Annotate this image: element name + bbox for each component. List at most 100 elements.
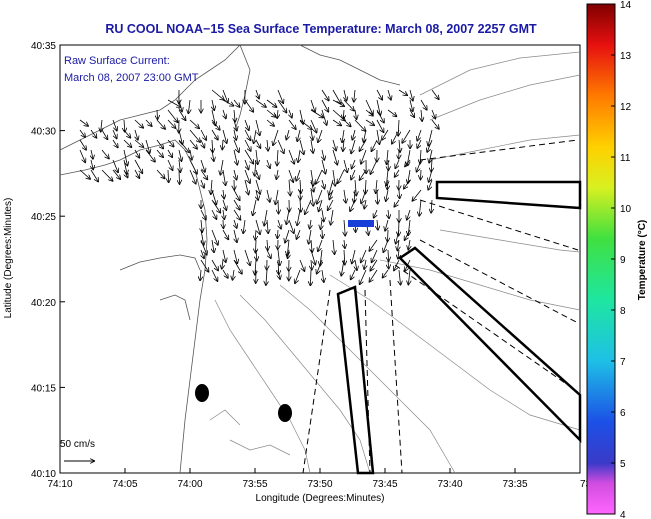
current-vector [429, 149, 432, 163]
current-vector [244, 99, 253, 112]
current-vector [253, 199, 257, 215]
current-vector [222, 139, 223, 149]
current-vector [299, 119, 312, 129]
plot-frame [59, 44, 581, 474]
current-vector [79, 129, 85, 137]
current-vector [376, 109, 384, 122]
current-vector [343, 139, 344, 151]
current-vector [288, 119, 296, 129]
current-vector [244, 159, 249, 169]
current-vector [112, 139, 118, 147]
current-vector [267, 189, 270, 202]
current-vector [179, 99, 182, 111]
current-vector [360, 169, 367, 180]
current-vector [179, 159, 180, 172]
current-vector [278, 269, 280, 279]
current-vector [266, 269, 267, 285]
current-vector [276, 169, 278, 179]
current-vector [343, 109, 344, 119]
current-vectors [79, 89, 439, 285]
current-vector [223, 209, 224, 219]
current-vector [322, 229, 323, 238]
current-vector [201, 139, 204, 148]
current-vector [388, 249, 389, 261]
current-vector [372, 249, 378, 262]
current-vector [431, 119, 439, 129]
current-vector [200, 159, 205, 172]
x-tick-label: 74:00 [177, 479, 202, 490]
current-vector [419, 199, 421, 216]
current-vector [310, 109, 323, 118]
current-vector [289, 109, 292, 118]
current-vector [211, 179, 212, 194]
current-vector [256, 249, 257, 260]
current-vector [233, 209, 240, 220]
current-vector [211, 109, 215, 125]
current-vector [134, 139, 143, 147]
coverage-sectors [336, 180, 582, 475]
current-vector [405, 259, 411, 271]
current-vector [333, 239, 335, 254]
current-vector [244, 129, 250, 140]
current-vector [370, 259, 378, 271]
current-vector [321, 99, 328, 112]
current-vector [322, 179, 325, 189]
current-vector [311, 259, 312, 270]
current-vector [329, 179, 334, 195]
current-vector [211, 189, 216, 204]
current-vector [318, 239, 323, 251]
current-vector [189, 119, 199, 128]
current-vector [212, 239, 214, 252]
current-vector [286, 129, 289, 139]
current-vector [395, 159, 400, 168]
current-vector [222, 269, 228, 278]
current-vector [387, 109, 396, 116]
current-vector [286, 209, 289, 224]
current-vector [395, 169, 400, 177]
current-vector [156, 149, 163, 157]
current-vector [300, 179, 301, 193]
current-vector [266, 99, 276, 107]
colorbar-ticks: 14 13 12 11 10 9 8 7 6 5 4 [611, 0, 632, 519]
current-vector [189, 159, 197, 174]
current-vector [79, 119, 88, 126]
x-axis-ticks: 74:10 74:05 74:00 73:55 73:50 73:45 73:40 73:35… [47, 468, 600, 490]
current-vector [135, 129, 138, 140]
current-vector [428, 129, 433, 146]
current-vector [90, 129, 96, 138]
colorbar-tick-label: 8 [620, 306, 626, 317]
current-vector [352, 159, 355, 168]
current-vector [404, 179, 411, 189]
current-vector [234, 219, 237, 228]
current-vector [277, 229, 278, 238]
current-vector [211, 259, 218, 270]
current-vector [369, 239, 378, 251]
current-vector [200, 239, 207, 255]
current-vector [156, 139, 163, 148]
x-tick-label: 73:55 [242, 479, 267, 490]
current-vector [417, 129, 422, 141]
x-tick-label: 74:10 [47, 479, 72, 490]
y-tick-label: 40:15 [31, 383, 56, 394]
current-vector [267, 239, 268, 250]
current-vector [344, 189, 346, 203]
current-vector [156, 119, 165, 129]
map-title: RU COOL NOAA−15 Sea Surface Temperature:… [105, 22, 537, 36]
current-vector [156, 169, 165, 178]
current-vector [223, 249, 226, 262]
y-axis-label: Latitude (Degrees:Minutes) [3, 198, 14, 319]
current-vector [222, 89, 228, 102]
current-vector [310, 219, 311, 228]
current-vector [256, 149, 258, 164]
current-vector [398, 119, 399, 136]
x-tick-label: 73:45 [372, 479, 397, 490]
current-vector [428, 179, 433, 190]
current-vector [410, 99, 413, 111]
current-vector [364, 199, 366, 208]
current-vector [311, 189, 313, 206]
current-vector [222, 99, 233, 106]
current-vector [167, 149, 172, 157]
current-vector [200, 259, 209, 272]
current-vector [275, 189, 278, 204]
colorbar-tick-label: 4 [620, 510, 626, 519]
